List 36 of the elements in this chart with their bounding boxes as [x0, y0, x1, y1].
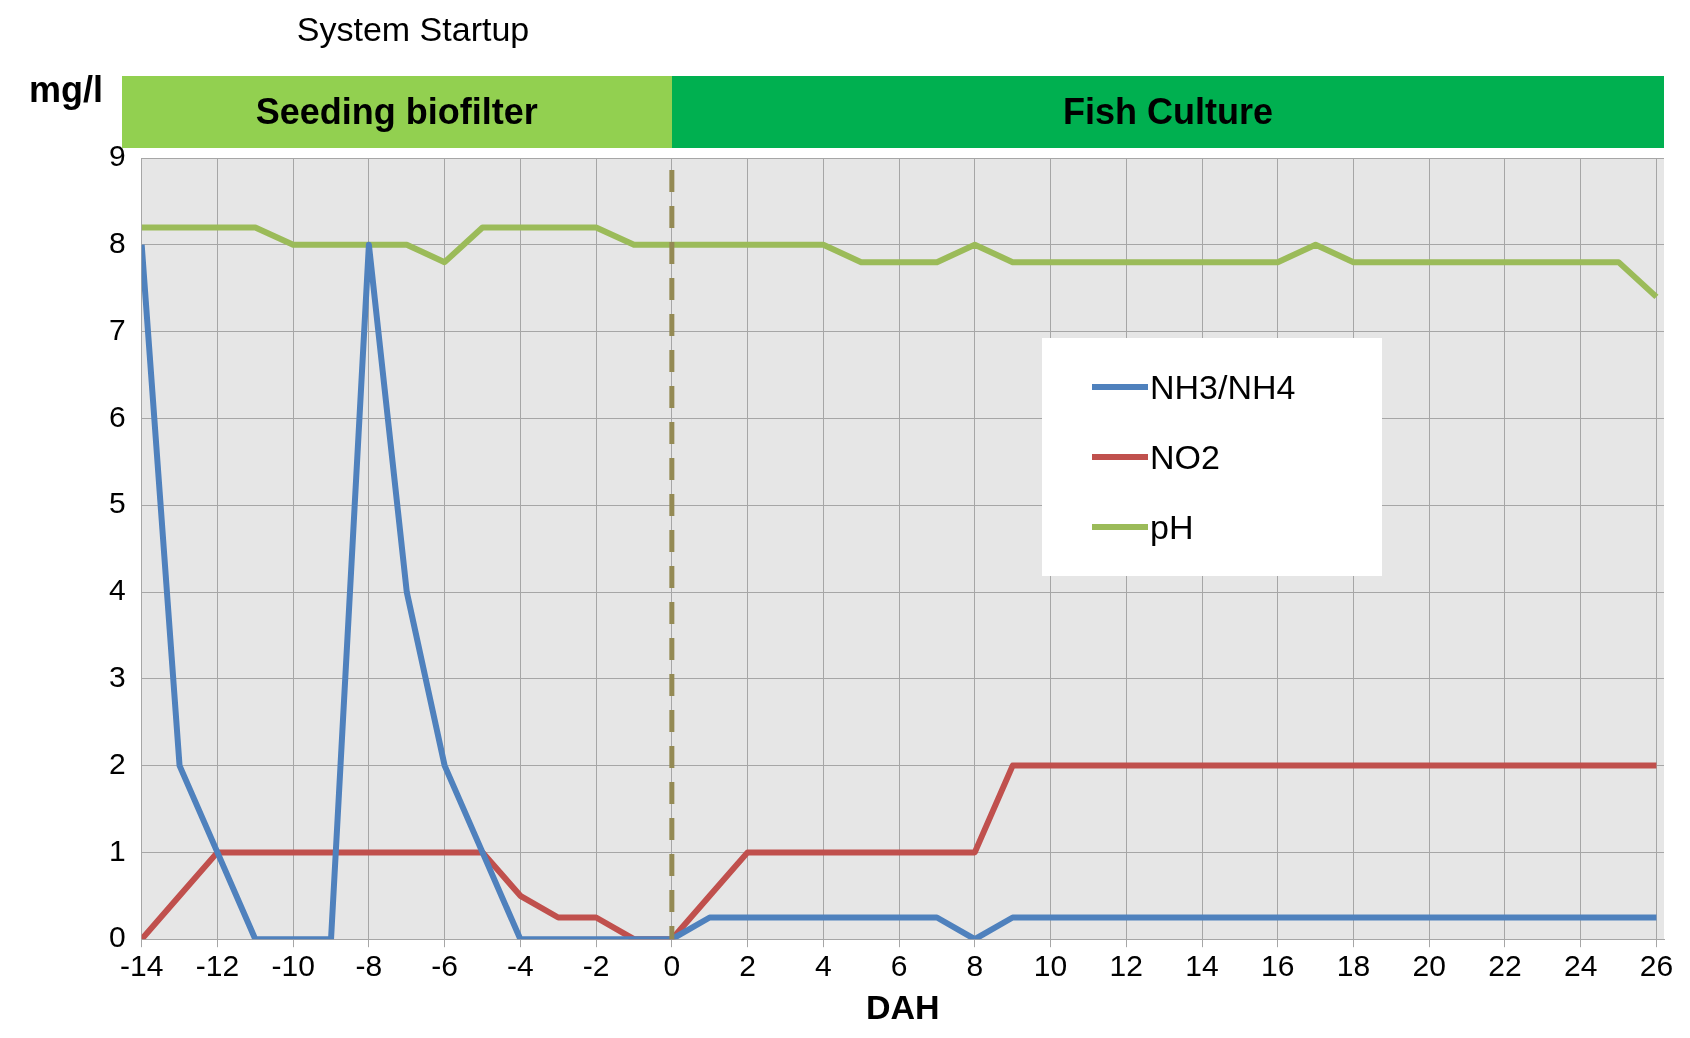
x-tick-label: 4 — [814, 949, 832, 983]
legend-label: pH — [1150, 507, 1194, 547]
x-tick-label: 12 — [1109, 949, 1143, 983]
legend-label: NO2 — [1150, 437, 1220, 477]
phase-header: Fish Culture — [671, 76, 1664, 148]
x-axis-title: DAH — [866, 987, 940, 1026]
y-tick-label: 6 — [109, 399, 126, 433]
x-tick-label: 24 — [1564, 949, 1598, 983]
x-tick-label: 10 — [1033, 949, 1068, 983]
y-tick-label: 7 — [109, 312, 126, 346]
y-tick-label: 8 — [109, 226, 126, 260]
text: System Startup — [296, 10, 530, 49]
y-tick-label: 3 — [109, 660, 126, 694]
x-tick-label: 16 — [1261, 949, 1295, 983]
y-axis-title: mg/l — [28, 68, 104, 110]
x-tick-label: -2 — [582, 949, 610, 983]
x-tick-label: 0 — [663, 949, 681, 983]
y-tick-label: 1 — [109, 833, 126, 867]
x-tick-label: -4 — [507, 949, 534, 983]
x-tick-label: 20 — [1412, 949, 1446, 983]
x-tick-label: 14 — [1185, 949, 1219, 983]
x-tick-label: 8 — [966, 949, 984, 983]
y-tick-label: 4 — [109, 573, 126, 607]
x-tick-label: 18 — [1336, 949, 1371, 983]
x-tick-label: 2 — [739, 949, 756, 983]
y-tick-label: 2 — [109, 746, 126, 780]
phase-header: Seeding biofilter — [121, 76, 672, 148]
x-tick-label: -12 — [195, 949, 240, 983]
y-tick-label: 5 — [109, 486, 126, 520]
legend-label: NH3/NH4 — [1150, 367, 1296, 407]
x-tick-label: -8 — [355, 949, 383, 983]
x-tick-label: 26 — [1639, 949, 1674, 983]
x-tick-label: -6 — [431, 949, 458, 983]
x-tick-label: -10 — [271, 949, 315, 983]
x-tick-label: 22 — [1488, 949, 1522, 983]
x-tick-label: 6 — [890, 949, 908, 983]
